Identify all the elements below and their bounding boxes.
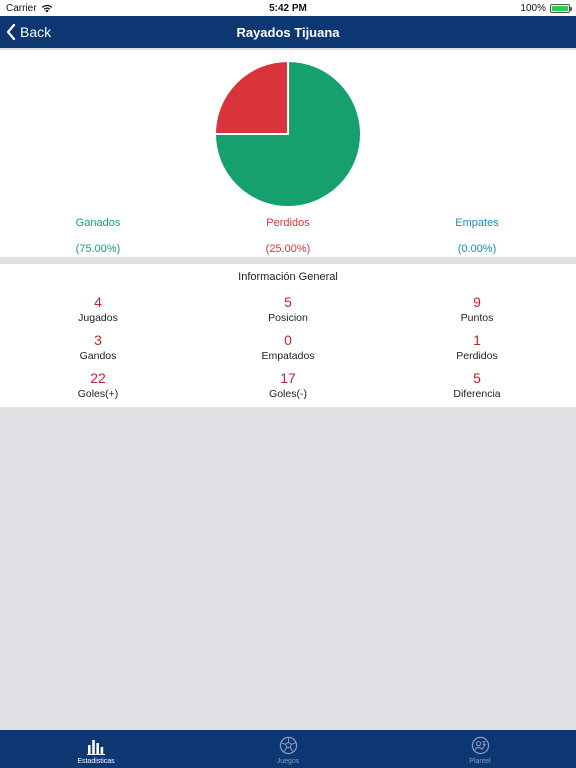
stat-caption: Goles(-) — [269, 388, 307, 400]
stat-goles-contra: 17 Goles(-) — [218, 370, 358, 401]
stat-caption: Perdidos — [456, 350, 498, 362]
tab-label: Juegos — [276, 758, 300, 765]
stat-caption: Posicion — [268, 312, 308, 324]
stat-value: 17 — [280, 370, 296, 386]
legend-percent: (75.00%) — [75, 243, 121, 255]
team-badge-icon — [471, 736, 489, 755]
soccer-ball-icon — [279, 736, 297, 755]
stat-caption: Puntos — [460, 312, 494, 324]
stat-value: 3 — [94, 332, 102, 348]
tab-label: Plantel — [469, 758, 491, 765]
stat-puntos: 9 Puntos — [407, 294, 547, 325]
legend-percent: (0.00%) — [457, 243, 497, 255]
pie-chart-wrap — [213, 59, 363, 214]
stat-diferencia: 5 Diferencia — [407, 370, 547, 401]
status-left: Carrier — [6, 3, 53, 14]
battery-icon — [550, 3, 572, 13]
stat-value: 4 — [94, 294, 102, 310]
chart-legend: Ganados (75.00%) Perdidos (25.00%) Empat… — [0, 216, 576, 256]
stat-value: 5 — [473, 370, 481, 386]
legend-label: Ganados — [75, 217, 121, 229]
info-panel: Información General 4 Jugados 5 Posicion… — [0, 264, 576, 407]
back-label: Back — [20, 24, 52, 40]
tab-plantel[interactable]: Plantel — [384, 730, 576, 768]
legend-percent: (25.00%) — [265, 243, 311, 255]
stat-value: 9 — [473, 294, 481, 310]
wifi-icon — [41, 4, 52, 12]
stat-caption: Diferencia — [453, 388, 501, 400]
bar-chart-icon — [87, 740, 105, 755]
pie-slice-perdidos — [213, 59, 289, 135]
legend-label: Perdidos — [266, 217, 310, 229]
stat-gandos: 3 Gandos — [28, 332, 168, 363]
chart-panel: Ganados (75.00%) Perdidos (25.00%) Empat… — [0, 50, 576, 257]
tab-bar: Estadisticas Juegos Plantel — [0, 730, 576, 768]
pie-chart — [213, 59, 362, 208]
info-title: Información General — [238, 271, 338, 283]
chevron-left-icon — [6, 24, 16, 40]
tab-label: Estadisticas — [77, 758, 115, 765]
status-time: 5:42 PM — [269, 2, 307, 14]
tab-juegos[interactable]: Juegos — [192, 730, 384, 768]
legend-perdidos: Perdidos (25.00%) — [218, 216, 358, 256]
battery-fill — [552, 5, 568, 11]
stat-caption: Gandos — [79, 350, 117, 362]
tab-estadisticas[interactable]: Estadisticas — [0, 730, 192, 768]
legend-ganados: Ganados (75.00%) — [28, 216, 168, 256]
status-right: 100% — [520, 2, 572, 14]
status-bar: Carrier 5:42 PM 100% — [0, 0, 576, 16]
stat-perdidos: 1 Perdidos — [407, 332, 547, 363]
stat-posicion: 5 Posicion — [218, 294, 358, 325]
legend-label: Empates — [455, 217, 499, 229]
stat-caption: Goles(+) — [77, 388, 119, 400]
nav-bar: Back Rayados Tijuana — [0, 16, 576, 48]
back-button[interactable]: Back — [6, 16, 51, 48]
stat-value: 1 — [473, 332, 481, 348]
pie-slice-ganados — [213, 59, 362, 208]
stat-value: 5 — [284, 294, 292, 310]
stat-empatados: 0 Empatados — [218, 332, 358, 363]
stat-goles-favor: 22 Goles(+) — [28, 370, 168, 401]
stat-caption: Empatados — [261, 350, 315, 362]
stat-jugados: 4 Jugados — [28, 294, 168, 325]
page-title: Rayados Tijuana — [236, 24, 340, 40]
stat-caption: Jugados — [78, 312, 118, 324]
stat-value: 22 — [90, 370, 106, 386]
battery-percent: 100% — [520, 2, 546, 14]
legend-empates: Empates (0.00%) — [407, 216, 547, 256]
carrier-label: Carrier — [6, 2, 37, 14]
stat-value: 0 — [284, 332, 292, 348]
